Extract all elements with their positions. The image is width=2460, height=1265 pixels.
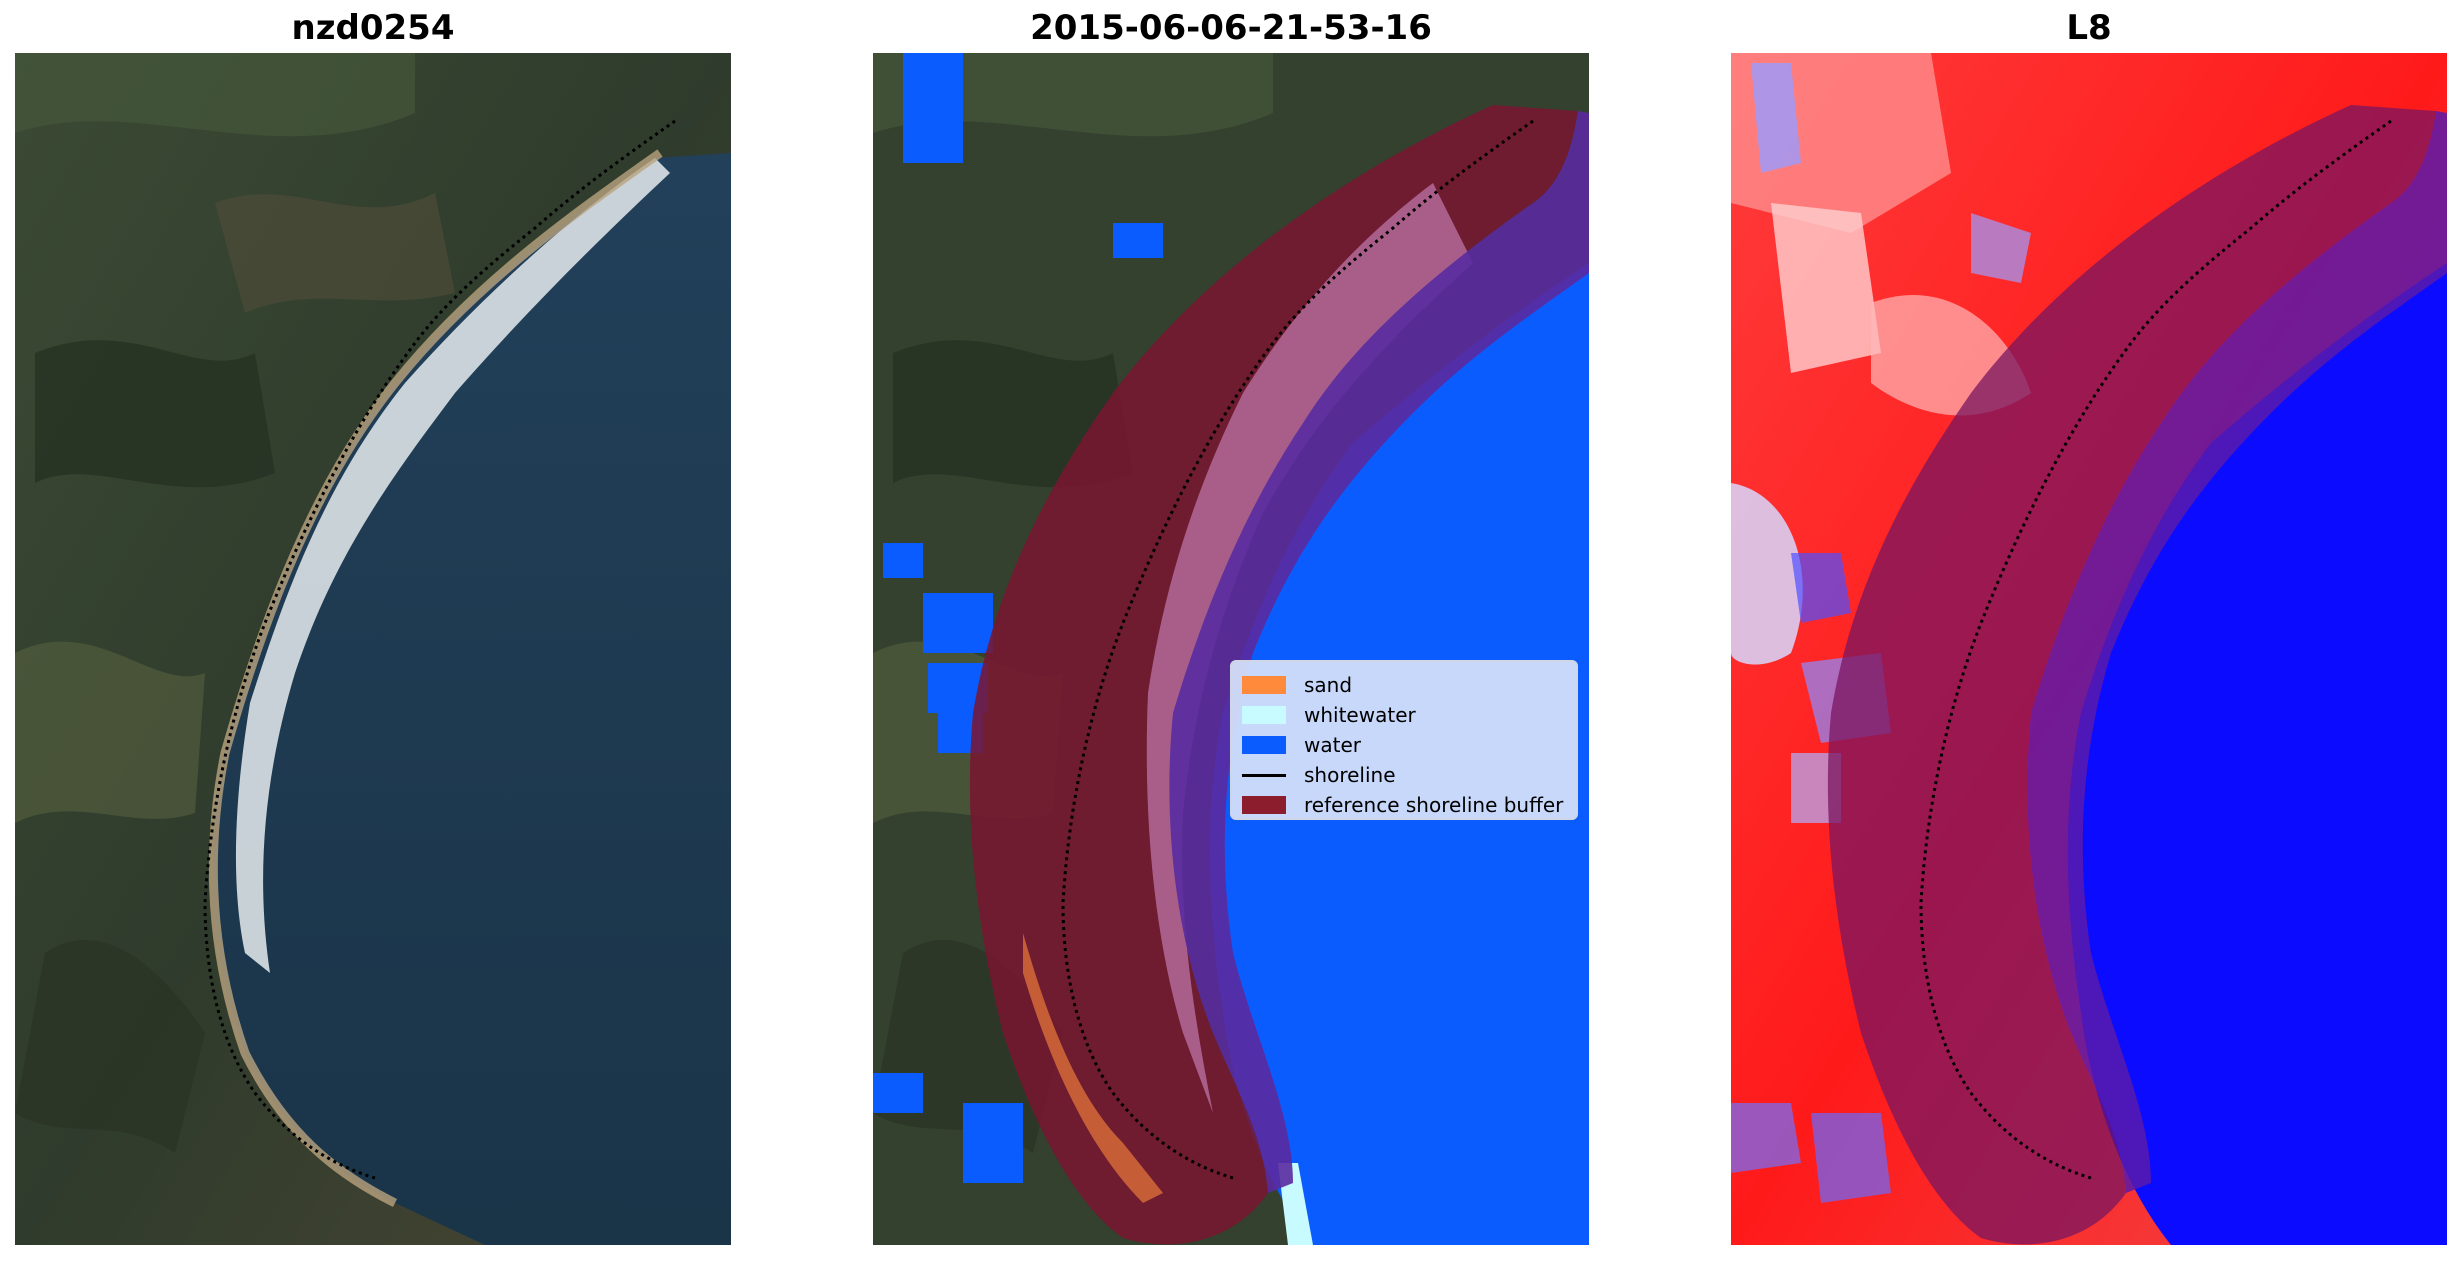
reference-shoreline-buffer [969, 105, 1578, 1245]
rgb-image [15, 53, 731, 1245]
panel-title-classified: 2015-06-06-21-53-16 [1030, 8, 1432, 48]
classified-image-panel [873, 53, 1589, 1245]
shoreline-line [1061, 119, 1534, 1180]
legend-item-shoreline: shoreline [1242, 760, 1566, 790]
legend-swatch-buffer [1242, 796, 1286, 814]
shoreline-line [203, 119, 676, 1180]
rgb-image-panel [15, 53, 731, 1245]
legend-swatch-whitewater [1242, 706, 1286, 724]
legend-swatch-shoreline [1242, 773, 1286, 777]
legend: sand whitewater water shoreline referenc… [1230, 660, 1578, 820]
legend-item-sand: sand [1242, 670, 1566, 700]
shoreline-line [1919, 119, 2392, 1180]
index-image [1731, 53, 2447, 1245]
legend-item-whitewater: whitewater [1242, 700, 1566, 730]
legend-label: shoreline [1304, 763, 1396, 787]
legend-label: reference shoreline buffer [1304, 793, 1564, 817]
legend-label: sand [1304, 673, 1353, 697]
panel-title-index: L8 [2066, 8, 2112, 48]
legend-label: whitewater [1304, 703, 1416, 727]
reference-shoreline-buffer [1827, 105, 2436, 1245]
panel-title-rgb: nzd0254 [291, 8, 455, 48]
classified-image [873, 53, 1589, 1245]
legend-item-buffer: reference shoreline buffer [1242, 790, 1566, 820]
legend-swatch-water [1242, 736, 1286, 754]
legend-swatch-sand [1242, 676, 1286, 694]
legend-item-water: water [1242, 730, 1566, 760]
legend-label: water [1304, 733, 1361, 757]
index-image-panel [1731, 53, 2447, 1245]
